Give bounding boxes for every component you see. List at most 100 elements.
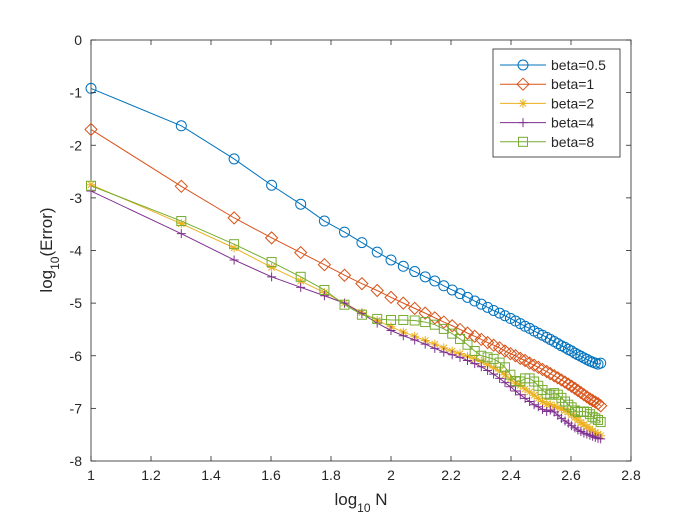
data-point	[439, 347, 449, 357]
series-beta=0.5	[85, 82, 607, 370]
data-point	[531, 360, 546, 375]
data-point	[579, 420, 589, 430]
series-beta=8	[86, 180, 606, 428]
data-point	[445, 319, 459, 333]
data-point	[409, 266, 421, 278]
data-point	[483, 365, 493, 375]
data-point	[558, 375, 572, 389]
data-point	[504, 312, 516, 324]
data-point	[454, 288, 466, 300]
data-point	[566, 345, 578, 357]
data-point	[228, 153, 240, 165]
data-point	[418, 306, 432, 320]
data-point	[318, 215, 330, 227]
data-point	[494, 307, 506, 319]
data-point	[554, 373, 569, 387]
data-point	[564, 379, 579, 393]
data-point	[542, 399, 552, 409]
data-point	[545, 405, 555, 415]
data-point	[520, 384, 530, 394]
y-tick-label: -6	[70, 348, 83, 364]
data-point	[447, 350, 457, 360]
data-point	[515, 390, 525, 400]
y-tick-label: -3	[70, 190, 83, 206]
data-point	[590, 428, 600, 438]
series-line	[90, 87, 601, 365]
data-point	[590, 413, 601, 424]
data-point	[229, 243, 239, 253]
data-point	[552, 389, 563, 400]
data-point	[409, 315, 420, 326]
data-point	[370, 283, 384, 298]
legend: beta=0.5 beta=1 beta=2 beta=4 beta=8	[492, 48, 621, 158]
x-tick-label: 1	[87, 467, 95, 483]
data-point	[580, 390, 594, 404]
data-point	[470, 359, 480, 369]
x-tick-label: 2.8	[621, 467, 641, 483]
x-tick-label: 2.4	[501, 467, 521, 483]
data-point	[462, 339, 473, 350]
data-point	[542, 407, 552, 417]
data-point	[295, 198, 307, 210]
data-point	[356, 237, 368, 249]
data-point	[229, 239, 240, 250]
data-point	[453, 322, 467, 337]
legend-label: beta=2	[551, 95, 594, 111]
data-point	[410, 335, 420, 345]
data-point	[588, 395, 603, 409]
data-point	[264, 231, 279, 245]
data-point	[483, 360, 493, 370]
data-point	[296, 282, 306, 292]
data-point	[407, 301, 422, 316]
data-point	[535, 362, 550, 377]
data-point	[460, 326, 475, 340]
data-point	[319, 284, 330, 295]
data-point	[595, 357, 607, 369]
data-point	[596, 434, 606, 444]
data-point	[447, 328, 458, 339]
data-point	[549, 401, 559, 411]
data-point	[319, 291, 329, 301]
data-point	[86, 186, 96, 196]
data-point	[85, 82, 97, 94]
data-point	[495, 366, 505, 376]
data-point	[482, 301, 494, 313]
x-tick-label: 2.2	[441, 467, 461, 483]
y-tick-label: -5	[70, 295, 83, 311]
data-point	[560, 396, 570, 407]
data-point	[474, 332, 489, 347]
data-point	[386, 325, 396, 335]
data-point	[595, 417, 606, 428]
data-point	[227, 211, 241, 225]
data-point	[511, 386, 520, 396]
legend-label: beta=1	[551, 76, 594, 92]
data-point	[398, 331, 408, 341]
x-tick-label: 1.2	[141, 467, 161, 483]
data-point	[463, 355, 472, 365]
data-point	[337, 268, 352, 282]
data-point	[488, 353, 499, 364]
data-point	[533, 393, 543, 403]
data-point	[86, 180, 96, 190]
data-point	[176, 229, 186, 239]
legend-label: beta=0.5	[551, 57, 606, 73]
x-axis-label: log10 N	[334, 490, 387, 515]
legend-marker	[518, 98, 528, 108]
data-point	[553, 402, 563, 412]
data-point	[505, 382, 515, 392]
data-point	[470, 354, 480, 364]
data-point	[293, 245, 308, 260]
legend-marker	[516, 77, 530, 91]
data-point	[547, 369, 561, 383]
data-point	[503, 346, 518, 361]
data-point	[476, 362, 486, 372]
data-point	[176, 216, 187, 227]
y-tick-label: -8	[70, 453, 83, 469]
data-point	[556, 404, 566, 414]
data-point	[513, 351, 528, 366]
series-beta=4	[86, 186, 606, 444]
y-axis-label: log10(Error)	[37, 207, 62, 292]
legend-item: beta=4	[500, 115, 594, 131]
data-point	[529, 400, 539, 410]
